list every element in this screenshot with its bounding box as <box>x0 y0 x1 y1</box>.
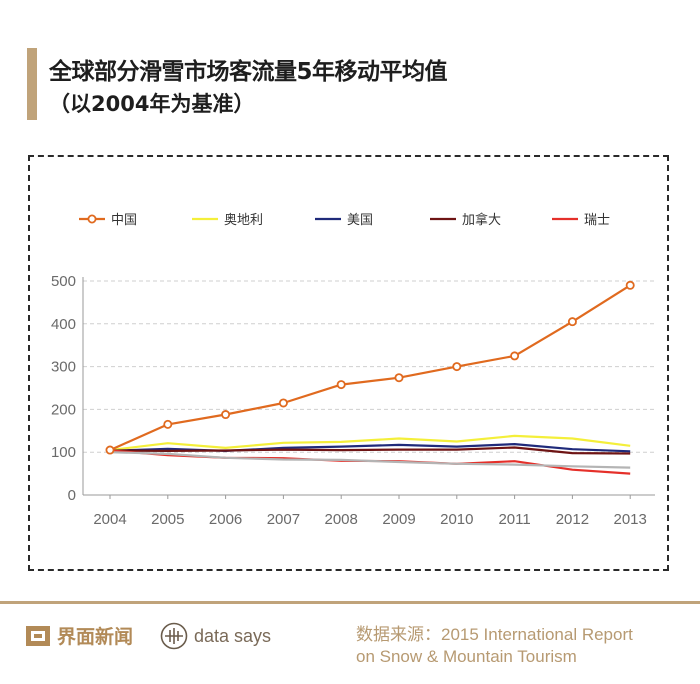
x-tick-label: 2009 <box>382 511 415 528</box>
data-says-icon <box>160 622 188 650</box>
chart-series <box>105 280 635 475</box>
legend-label: 美国 <box>347 213 373 228</box>
source-line-1: 数据来源：2015 International Report <box>356 625 633 644</box>
y-tick-label: 0 <box>68 487 76 504</box>
data-point <box>105 445 115 455</box>
data-says-label: data says <box>194 625 272 646</box>
brand-logo-group: 界面新闻 <box>25 622 133 649</box>
data-point <box>394 373 404 383</box>
legend-marker <box>87 214 97 224</box>
y-tick-label: 300 <box>51 359 76 376</box>
chart-frame <box>28 155 669 571</box>
data-point <box>221 410 231 420</box>
x-tick-label: 2013 <box>614 511 647 528</box>
series-line-other <box>109 451 631 469</box>
title-accent-bar <box>27 48 37 120</box>
chart-legend: 中国 奥地利 美国 加拿大 瑞士 <box>79 212 610 228</box>
data-point <box>452 362 462 372</box>
x-tick-label: 2010 <box>440 511 473 528</box>
brand-name: 界面新闻 <box>57 626 134 648</box>
legend-label: 加拿大 <box>462 212 501 228</box>
data-point <box>163 419 173 429</box>
page-title: 全球部分滑雪市场客流量5年移动平均值 <box>49 59 448 85</box>
chart-axes <box>82 277 655 499</box>
x-tick-label: 2007 <box>267 511 300 528</box>
data-point <box>625 280 635 290</box>
y-tick-label: 500 <box>51 273 76 290</box>
legend-label: 中国 <box>111 213 137 228</box>
x-tick-label: 2012 <box>556 511 589 528</box>
data-point <box>510 351 520 361</box>
x-tick-label: 2006 <box>209 511 242 528</box>
y-tick-label: 200 <box>51 401 76 418</box>
series-line-中国 <box>109 284 631 452</box>
legend-label: 奥地利 <box>224 213 263 228</box>
legend-label: 瑞士 <box>584 213 610 228</box>
footer-divider <box>0 601 700 604</box>
data-point <box>336 380 346 390</box>
data-point <box>567 317 577 327</box>
source-note: 数据来源：2015 International Report on Snow &… <box>356 624 676 668</box>
data-says-group: data says <box>160 622 271 650</box>
series-line-奥地利 <box>109 434 631 452</box>
y-tick-label: 400 <box>51 316 76 333</box>
jiemian-logo-icon <box>25 623 51 649</box>
x-tick-label: 2011 <box>498 511 530 528</box>
line-chart: 0 100 200 300 400 500 2004 2005 2006 2007 2008 2009… <box>51 212 655 528</box>
x-tick-label: 2004 <box>93 511 126 528</box>
data-point <box>278 398 288 408</box>
chart-tick-labels: 0 100 200 300 400 500 2004 2005 2006 2007 2008 2009… <box>51 273 647 528</box>
x-tick-label: 2005 <box>151 511 184 528</box>
page-subtitle: （以2004年为基准） <box>49 92 255 116</box>
x-tick-label: 2008 <box>325 511 358 528</box>
y-tick-label: 100 <box>51 444 76 461</box>
series-line-加拿大 <box>109 446 631 455</box>
source-line-2: on Snow & Mountain Tourism <box>356 647 577 666</box>
